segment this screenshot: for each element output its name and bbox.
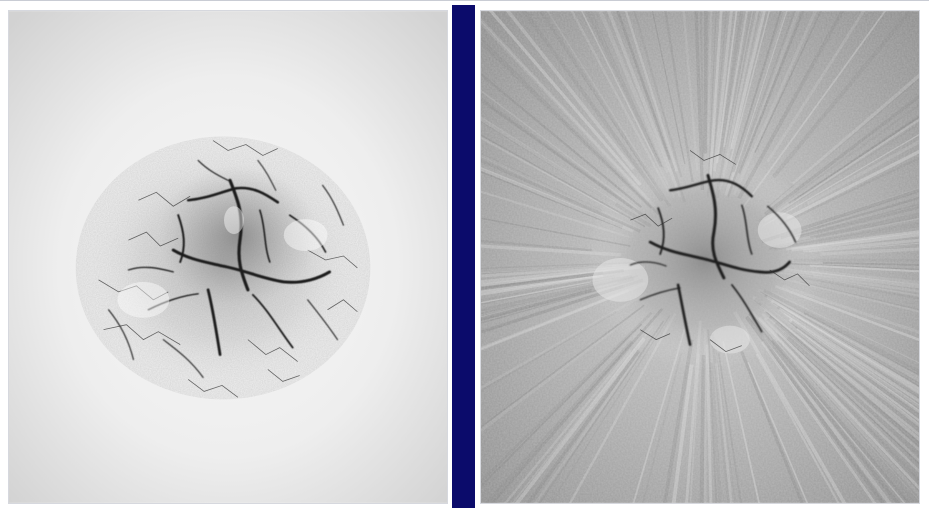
right-network xyxy=(629,173,797,346)
left-network xyxy=(107,159,345,378)
left-speckle xyxy=(75,136,371,400)
right-fine-web xyxy=(630,150,810,353)
left-image-panel xyxy=(8,10,448,504)
right-image-panel xyxy=(480,10,920,504)
panel-divider xyxy=(452,5,475,508)
left-fine-web xyxy=(98,140,358,398)
left-micrograph xyxy=(9,11,447,503)
left-cell-patches xyxy=(117,206,328,318)
right-micrograph xyxy=(481,11,919,503)
